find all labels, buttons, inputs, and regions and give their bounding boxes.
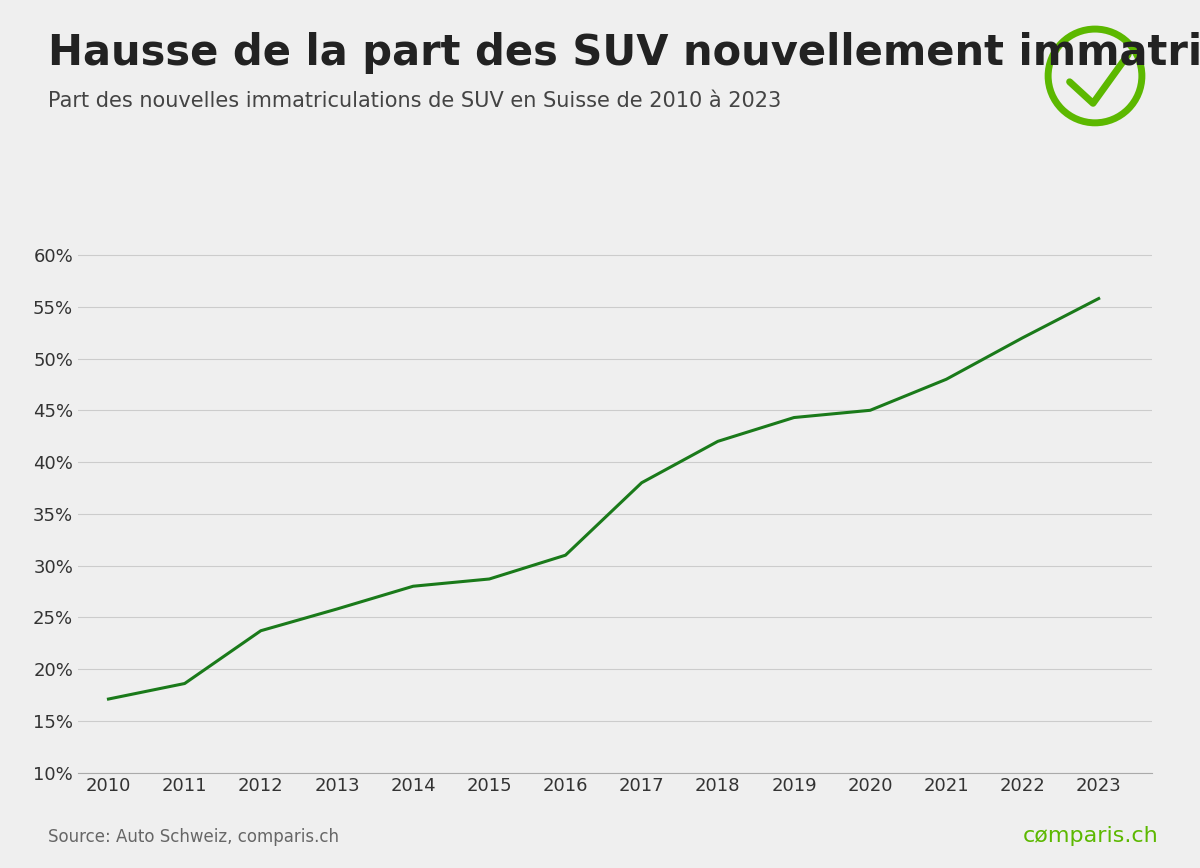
Text: Hausse de la part des SUV nouvellement immatriculés: Hausse de la part des SUV nouvellement i… [48,30,1200,74]
Text: cømparis.ch: cømparis.ch [1022,826,1158,846]
Text: Source: Auto Schweiz, comparis.ch: Source: Auto Schweiz, comparis.ch [48,828,340,846]
Text: Part des nouvelles immatriculations de SUV en Suisse de 2010 à 2023: Part des nouvelles immatriculations de S… [48,91,781,111]
